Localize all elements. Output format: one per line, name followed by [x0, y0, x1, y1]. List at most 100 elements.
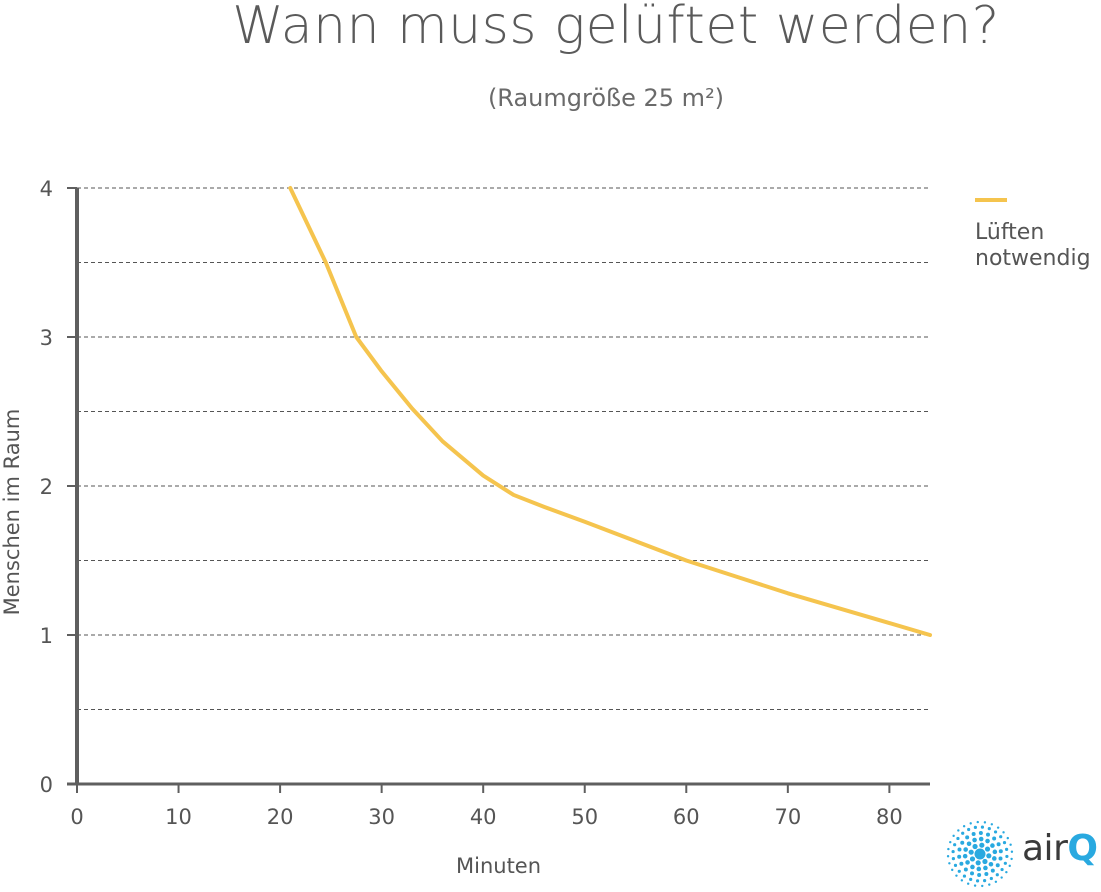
logo-dot — [996, 842, 1001, 847]
x-tick-label: 50 — [571, 805, 598, 829]
logo-dot — [990, 868, 995, 873]
logo-dot — [965, 835, 970, 840]
logo-dot — [980, 825, 985, 829]
legend-label: Lüften notwendig — [975, 220, 1091, 271]
logo-dot — [953, 863, 958, 867]
logo-dot — [952, 834, 955, 838]
logo-dot — [983, 879, 987, 883]
logo-dot — [957, 847, 962, 852]
logo-dot — [1002, 841, 1007, 845]
logo-dot — [948, 862, 951, 865]
logo-dot — [996, 826, 1000, 829]
x-tick-label: 70 — [774, 805, 801, 829]
logo-dot — [984, 846, 991, 852]
logo-dot — [963, 867, 968, 872]
y-tick-label: 3 — [40, 326, 53, 350]
logo-dot — [995, 863, 1000, 868]
y-tick-label: 4 — [40, 177, 53, 201]
logo-dot — [981, 884, 984, 888]
logo-dot — [983, 865, 988, 871]
logo-dot — [966, 882, 970, 885]
y-axis-title: Menschen im Raum — [0, 408, 24, 616]
logo-dot — [956, 836, 960, 841]
logo-dot — [967, 827, 971, 832]
logo-dot — [999, 835, 1003, 839]
airq-logo: airQ — [946, 820, 1098, 888]
x-tick-label: 20 — [267, 805, 294, 829]
logo-dot — [971, 831, 976, 836]
logo-dot — [1005, 870, 1008, 874]
x-tick-label: 0 — [70, 805, 83, 829]
logo-dot — [953, 843, 957, 847]
logo-dot — [989, 876, 993, 881]
logo-dot — [993, 830, 998, 834]
chart-title: Wann muss gelüftet werden? — [232, 0, 1000, 56]
logo-dot — [973, 825, 977, 829]
logo-dot — [995, 873, 999, 877]
logo-dot — [1002, 831, 1005, 834]
logo-dot — [960, 840, 965, 845]
logo-dot — [957, 854, 962, 859]
logo-dot — [946, 855, 950, 858]
logo-dot — [962, 853, 968, 859]
logo-dot — [973, 884, 977, 887]
logo-dot — [982, 858, 988, 865]
logo-dot — [978, 831, 983, 836]
logo-dot — [962, 825, 966, 828]
logo-dot — [974, 848, 986, 860]
logo-dot — [970, 864, 975, 870]
gridlines — [77, 187, 930, 710]
x-axis-title: Minuten — [456, 854, 542, 878]
logo-dot — [1010, 857, 1013, 861]
logo-dot — [987, 827, 991, 831]
logo-dot — [994, 880, 998, 883]
logo-dot — [969, 877, 973, 881]
logo-dot — [1000, 876, 1003, 879]
logo-dot — [957, 829, 960, 832]
logo-wordmark: airQ — [1022, 828, 1098, 869]
logo-dot — [965, 860, 970, 865]
x-tick-label: 40 — [470, 805, 497, 829]
logo-dot — [998, 856, 1003, 861]
logo-dot — [990, 823, 994, 826]
logo-dot — [955, 874, 958, 877]
x-tick-label: 80 — [876, 805, 903, 829]
logo-dot — [1006, 836, 1009, 840]
logo-dot — [985, 832, 990, 837]
logo-dot — [976, 866, 982, 872]
logo-dot — [962, 874, 967, 878]
series-line — [288, 186, 932, 637]
logo-dot — [992, 849, 998, 855]
logo-dot — [951, 849, 955, 854]
logo-dot — [978, 836, 984, 842]
logo-dot — [949, 840, 952, 844]
logo-dot — [951, 857, 955, 861]
logo-dot — [972, 837, 977, 843]
logo-dot — [992, 836, 997, 841]
legend: Lüften notwendig — [975, 198, 1095, 272]
logo-dot — [979, 842, 985, 848]
logo-dot — [947, 847, 950, 851]
logo-dot — [951, 868, 954, 872]
y-tick-label: 1 — [40, 624, 53, 648]
logo-dots-icon — [946, 820, 1014, 888]
logo-dot — [1003, 861, 1007, 865]
legend-swatch — [975, 198, 1007, 202]
logo-dot — [963, 847, 968, 852]
logo-dot — [1005, 847, 1009, 851]
logo-dot — [988, 861, 994, 867]
logo-dot — [998, 849, 1003, 854]
logo-dot — [976, 820, 979, 824]
logo-dot — [957, 869, 961, 873]
logo-dot — [986, 853, 992, 859]
logo-dot — [972, 843, 978, 850]
logo-dot — [1010, 850, 1014, 853]
axes — [67, 187, 930, 793]
logo-dot — [985, 838, 990, 844]
logo-dot — [975, 860, 981, 866]
logo-dot — [1009, 843, 1012, 846]
logo-dot — [969, 822, 972, 825]
logo-dot — [977, 872, 982, 877]
